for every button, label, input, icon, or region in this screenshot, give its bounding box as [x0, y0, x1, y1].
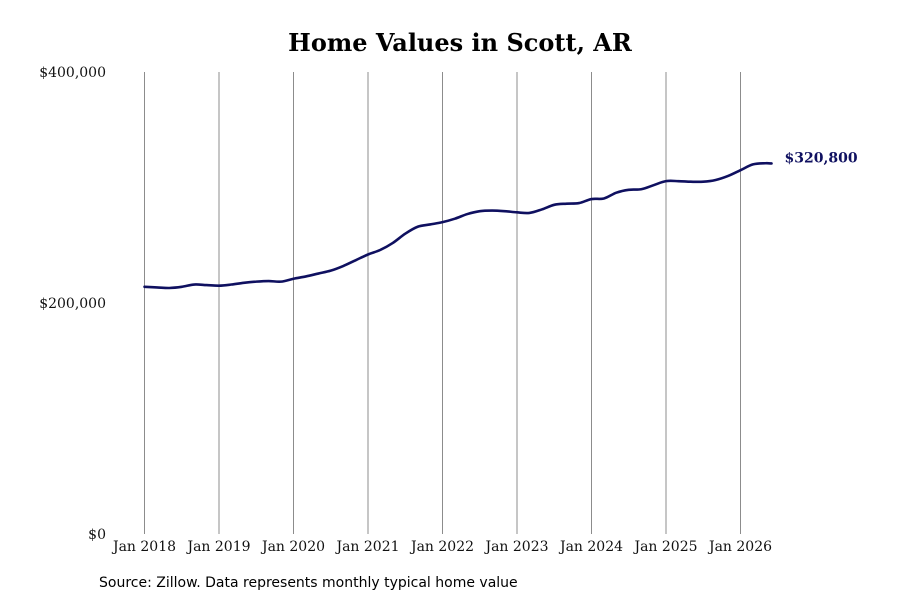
- x-tick-label: Jan 2022: [409, 539, 474, 555]
- y-tick-label: $0: [88, 527, 106, 543]
- x-tick-label: Jan 2023: [483, 539, 548, 555]
- y-tick-label: $400,000: [39, 65, 106, 81]
- y-tick-label: $200,000: [39, 296, 106, 312]
- x-tick-label: Jan 2025: [632, 539, 697, 555]
- x-tick-label: Jan 2020: [260, 539, 325, 555]
- latest-value-label: $320,800: [785, 150, 858, 166]
- x-tick-label: Jan 2019: [185, 539, 250, 555]
- x-tick-label: Jan 2018: [111, 539, 176, 555]
- y-axis-tick-labels: $0 $200,000 $400,000: [39, 65, 106, 543]
- x-axis-tick-labels: Jan 2018 Jan 2019 Jan 2020 Jan 2021 Jan 2022…: [111, 539, 772, 555]
- x-tick-label: Jan 2026: [707, 539, 772, 555]
- chart-title: Home Values in Scott, AR: [288, 28, 633, 57]
- x-tick-label: Jan 2024: [558, 539, 623, 555]
- vertical-gridlines: [144, 72, 741, 534]
- home-value-line: [143, 161, 773, 290]
- x-tick-label: Jan 2021: [334, 539, 399, 555]
- source-note: Source: Zillow. Data represents monthly …: [99, 575, 518, 591]
